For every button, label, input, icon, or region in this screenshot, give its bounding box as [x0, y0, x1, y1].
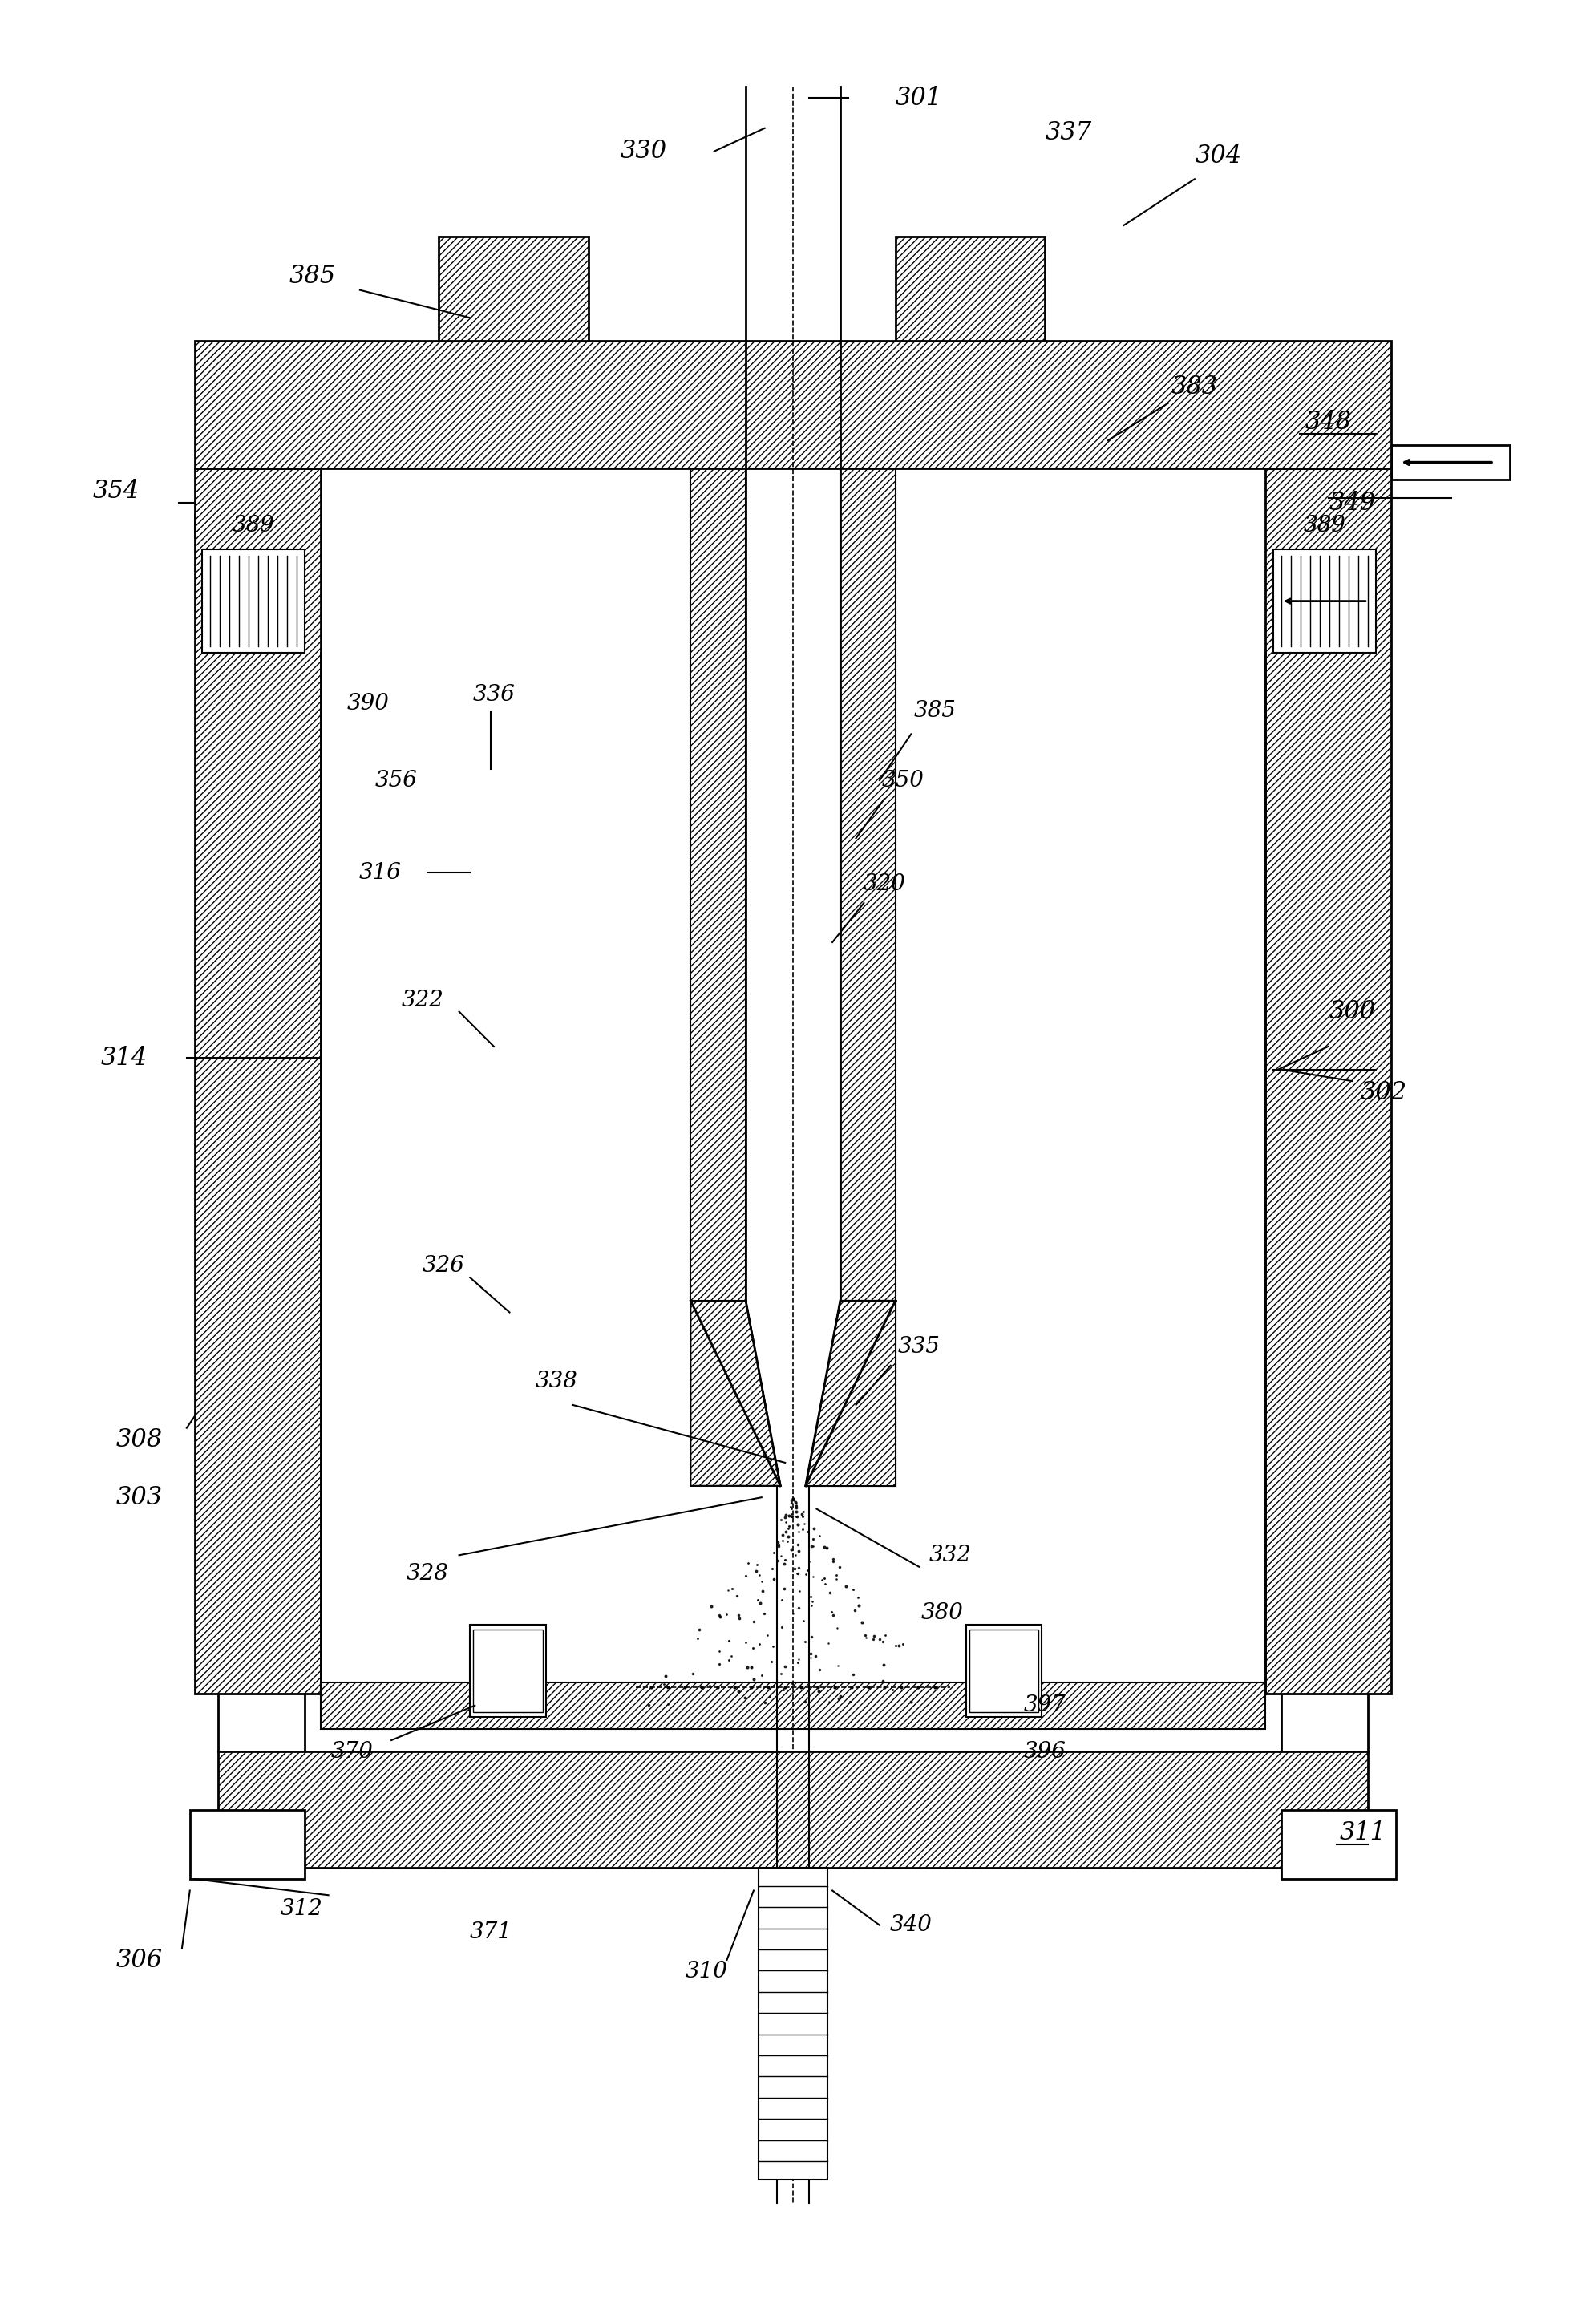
Text: 328: 328: [406, 1562, 449, 1585]
Bar: [841, 467, 896, 1301]
Text: 311: 311: [1340, 1820, 1386, 1845]
Text: 330: 330: [620, 139, 666, 163]
Text: 326: 326: [422, 1255, 465, 1276]
Bar: [439, 237, 588, 342]
Text: 356: 356: [374, 769, 417, 790]
Bar: [1274, 548, 1375, 653]
Polygon shape: [806, 1301, 896, 1485]
Text: 390: 390: [347, 693, 389, 716]
Text: 371: 371: [469, 1922, 512, 1943]
Bar: [473, 1629, 542, 1713]
Bar: [1266, 467, 1391, 1694]
Bar: [195, 514, 257, 537]
Text: 310: 310: [685, 1961, 728, 1982]
Text: 385: 385: [914, 700, 956, 723]
Bar: [320, 467, 1266, 1694]
Bar: [758, 1868, 828, 2180]
Text: 308: 308: [116, 1427, 163, 1452]
Text: 370: 370: [331, 1741, 373, 1762]
Bar: [203, 548, 305, 653]
Text: 301: 301: [896, 86, 942, 112]
Bar: [896, 237, 1045, 342]
Bar: [320, 1683, 1266, 1729]
Text: 340: 340: [890, 1915, 933, 1936]
Text: 314: 314: [100, 1046, 147, 1071]
Bar: [690, 467, 745, 1301]
Text: 383: 383: [1172, 374, 1218, 400]
Bar: [1281, 653, 1367, 1752]
Text: 304: 304: [1194, 144, 1242, 167]
Text: 396: 396: [1025, 1741, 1066, 1762]
Text: 385: 385: [289, 263, 336, 288]
Bar: [219, 1752, 1367, 1868]
Text: 316: 316: [358, 862, 401, 883]
Text: 320: 320: [863, 874, 906, 895]
Bar: [1281, 1810, 1396, 1880]
Bar: [219, 653, 305, 1752]
Text: 302: 302: [1361, 1081, 1407, 1104]
Bar: [195, 342, 1391, 467]
Text: 389: 389: [1304, 516, 1345, 537]
Text: 397: 397: [1025, 1694, 1066, 1717]
Polygon shape: [806, 1301, 896, 1485]
Bar: [195, 467, 320, 1694]
Text: 354: 354: [92, 479, 140, 504]
Text: 300: 300: [1329, 999, 1375, 1025]
Text: 380: 380: [921, 1601, 964, 1624]
Bar: [1391, 444, 1510, 479]
Polygon shape: [690, 1301, 780, 1485]
Text: 338: 338: [536, 1371, 577, 1392]
Text: 348: 348: [1305, 409, 1351, 435]
Text: 349: 349: [1329, 490, 1375, 516]
Text: 322: 322: [401, 990, 444, 1011]
Text: 350: 350: [882, 769, 925, 790]
Text: 335: 335: [898, 1336, 940, 1357]
Text: 389: 389: [233, 516, 274, 537]
Text: 332: 332: [929, 1545, 972, 1566]
Polygon shape: [690, 1301, 780, 1485]
Text: 312: 312: [281, 1899, 324, 1920]
Text: 337: 337: [1045, 121, 1091, 144]
Bar: [469, 1624, 546, 1717]
Bar: [966, 1624, 1042, 1717]
Text: 336: 336: [473, 683, 515, 706]
Text: 306: 306: [116, 1948, 163, 1973]
Bar: [190, 1810, 305, 1880]
Text: 303: 303: [116, 1485, 163, 1511]
Bar: [969, 1629, 1039, 1713]
